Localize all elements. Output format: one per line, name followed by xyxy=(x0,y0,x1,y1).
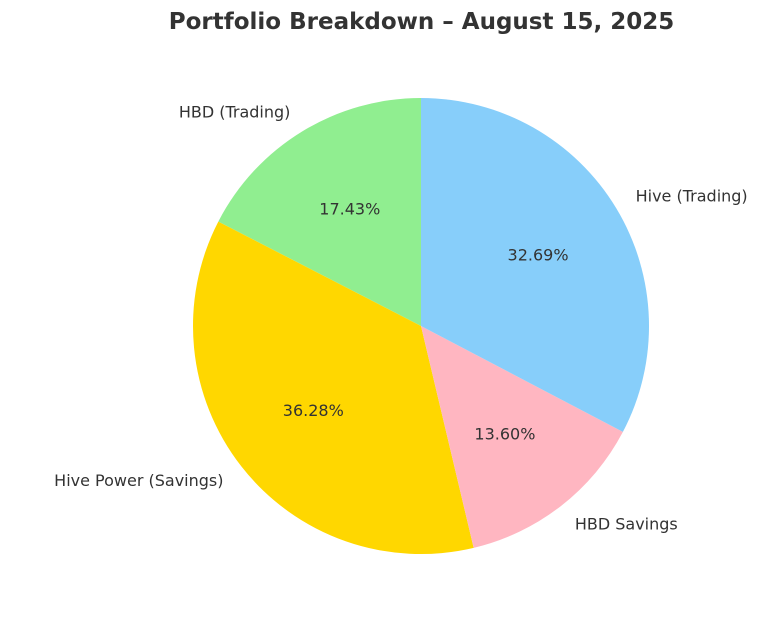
pie-slices xyxy=(193,98,650,555)
pie-percent-label-hbd-trading: 17.43% xyxy=(319,200,380,219)
pie-slice-hbd-savings xyxy=(421,326,623,548)
pie-percent-label-hbd-savings: 13.60% xyxy=(474,425,535,444)
pie-percent-label-hive-trading: 32.69% xyxy=(508,246,569,265)
pie-slice-hive-power-savings xyxy=(193,221,474,555)
pie-labels: 17.43% HBD (Trading) 36.28% Hive Power (Sav… xyxy=(54,102,748,533)
pie-category-label-hive-trading: Hive (Trading) xyxy=(636,187,748,206)
pie-category-label-hbd-savings: HBD Savings xyxy=(575,515,678,534)
pie-category-label-hive-power-savings: Hive Power (Savings) xyxy=(54,471,223,490)
pie-slice-hbd-trading xyxy=(218,98,421,326)
pie-percent-label-hive-power-savings: 36.28% xyxy=(283,401,344,420)
chart-title: Portfolio Breakdown – August 15, 2025 xyxy=(168,9,675,35)
pie-category-label-hbd-trading: HBD (Trading) xyxy=(179,102,291,121)
pie-slice-hive-trading xyxy=(421,98,650,432)
